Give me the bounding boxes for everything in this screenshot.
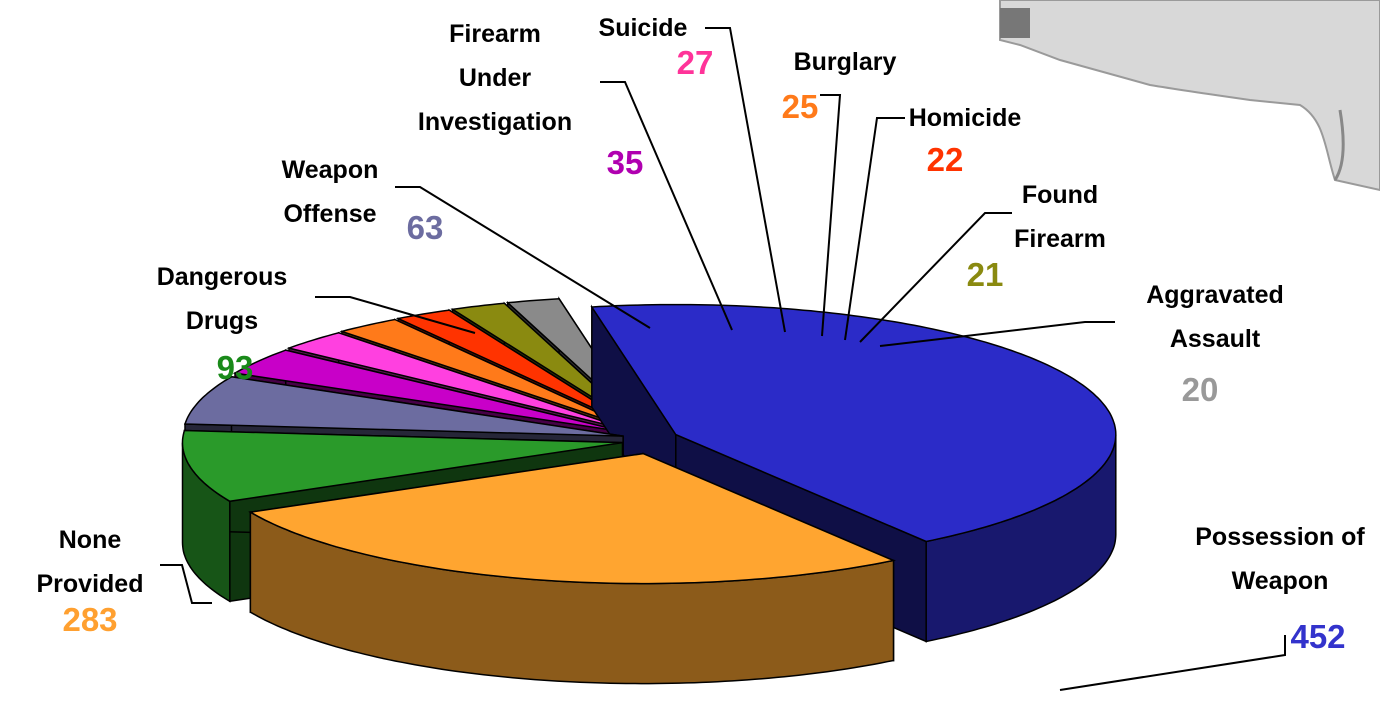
pistol-illustration: [1000, 0, 1380, 190]
slice-label: Homicide: [895, 96, 1035, 140]
value-label: 20: [1140, 370, 1260, 410]
slice-label: Found Firearm: [1000, 173, 1120, 261]
value-label: 452: [1258, 617, 1378, 657]
value-label: 283: [30, 600, 150, 640]
value-label: 27: [635, 43, 755, 83]
value-label: 25: [740, 87, 860, 127]
leader-line: [600, 82, 732, 330]
slice-label: None Provided: [20, 518, 160, 606]
chart: Possession of Weapon 452 None Provided283 D…: [0, 0, 1380, 726]
value-label: 22: [885, 140, 1005, 180]
slice-label: Dangerous Drugs: [147, 255, 297, 343]
value-label: 21: [925, 255, 1045, 295]
value-label: 93: [175, 348, 295, 388]
slice-label: Firearm Under Investigation: [418, 12, 572, 144]
value-label: 35: [565, 143, 685, 183]
value-label: 63: [365, 208, 485, 248]
slice-label: Possession of Weapon: [1195, 515, 1365, 603]
leader-line: [820, 95, 840, 336]
leader-line: [1060, 635, 1285, 690]
slice-label: Burglary: [780, 40, 910, 84]
slice-label: Aggravated Assault: [1135, 273, 1295, 361]
